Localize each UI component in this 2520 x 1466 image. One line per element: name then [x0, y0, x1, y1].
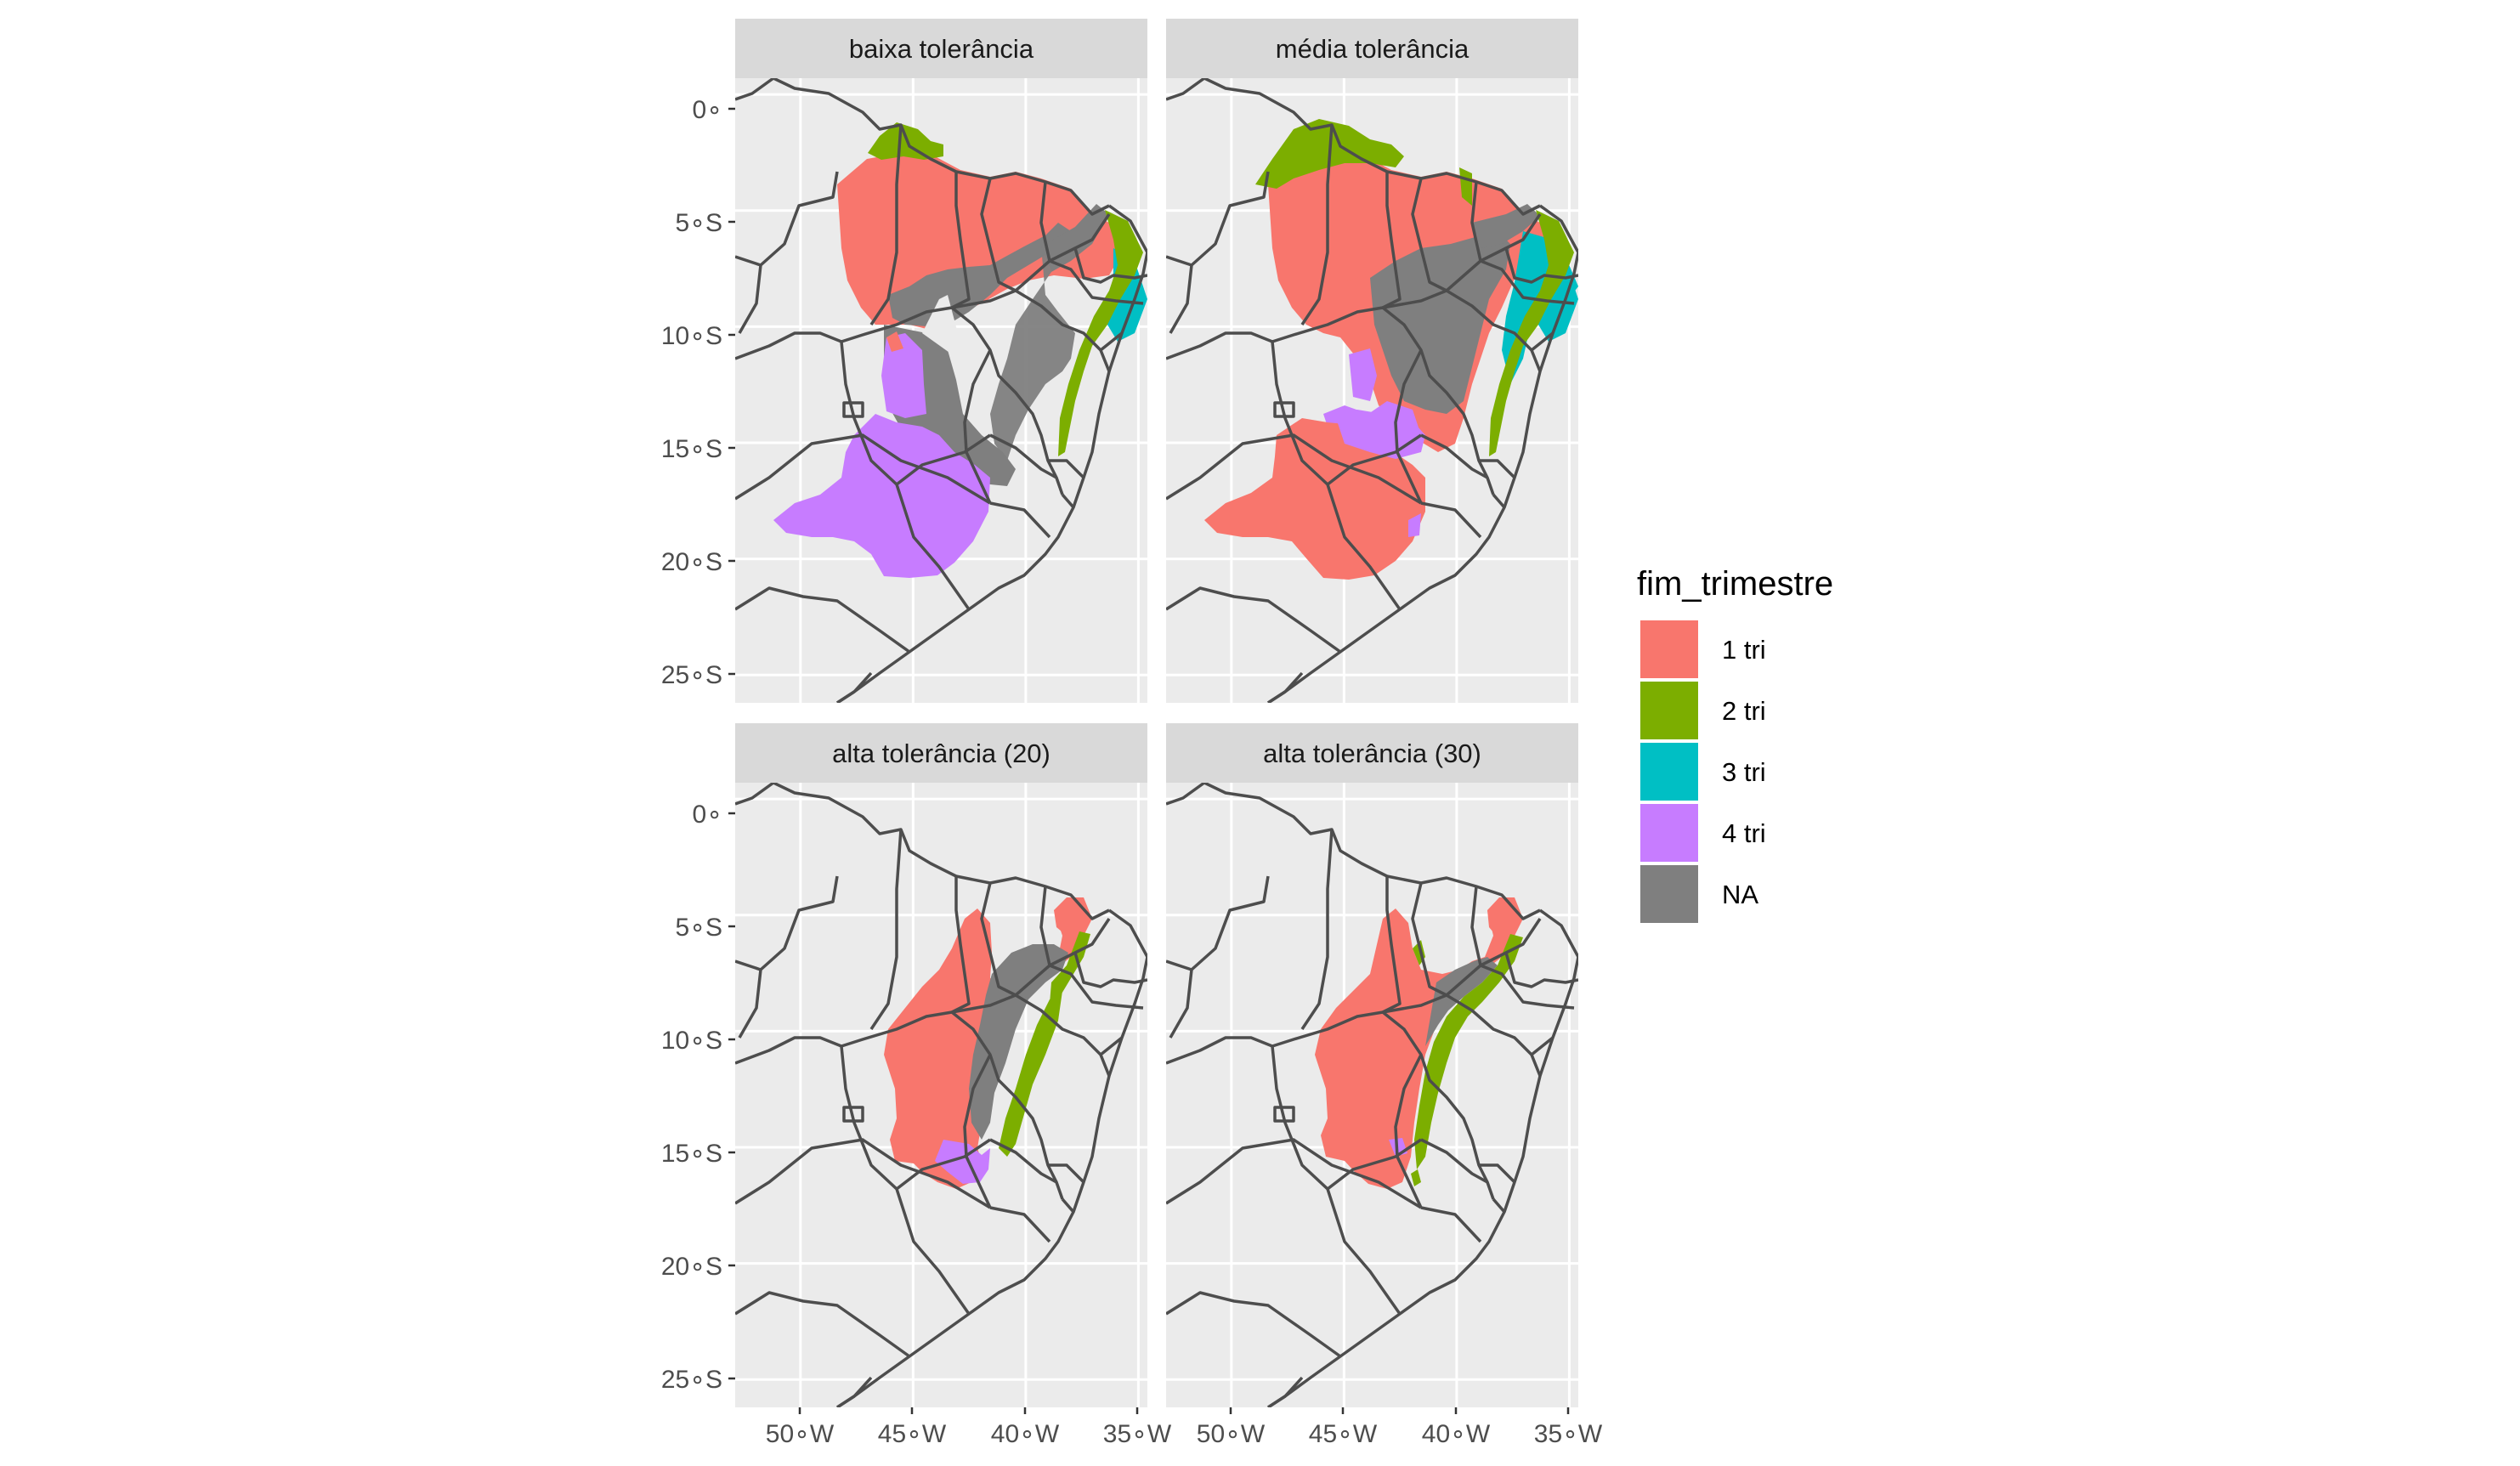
map-panel-media [1166, 78, 1578, 703]
map-panel-baixa [735, 78, 1147, 703]
y-tick-bottom-5s: 5∘S [676, 914, 722, 942]
legend-label-1-tri: 1 tri [1722, 635, 1766, 665]
x-tick-left-40w: 40∘W [991, 1420, 1060, 1448]
y-tick-top-15s: 15∘S [661, 435, 722, 463]
y-tick-top-0: 0∘ [693, 96, 722, 124]
legend-label-2-tri: 2 tri [1722, 696, 1766, 726]
y-tick-bottom-10s: 10∘S [661, 1027, 722, 1055]
legend-label-na: NA [1722, 880, 1758, 909]
map-panel-alta-30 [1166, 783, 1578, 1407]
legend-key-2-tri [1640, 682, 1698, 739]
strip-alta-20 [735, 723, 1147, 783]
panel-title-alta-20: alta tolerância (20) [832, 739, 1050, 768]
x-tick-left-45w: 45∘W [878, 1420, 947, 1448]
x-axis-right [1229, 1407, 1570, 1414]
map-panel-alta-20 [735, 783, 1147, 1407]
panel-title-alta-30: alta tolerância (30) [1263, 739, 1481, 768]
panel-title-baixa: baixa tolerância [849, 34, 1034, 64]
y-tick-bottom-15s: 15∘S [661, 1140, 722, 1168]
y-tick-bottom-25s: 25∘S [661, 1366, 722, 1394]
y-tick-top-20s: 20∘S [661, 548, 722, 576]
legend: fim_trimestre 1 tri 2 tri 3 tri 4 tri NA [1637, 565, 1833, 923]
x-tick-right-35w: 35∘W [1534, 1420, 1603, 1448]
x-axis-left [798, 1407, 1139, 1414]
y-tick-bottom-20s: 20∘S [661, 1253, 722, 1281]
y-tick-bottom-0: 0∘ [693, 801, 722, 829]
legend-label-3-tri: 3 tri [1722, 757, 1766, 787]
strip-media [1166, 19, 1578, 78]
legend-label-4-tri: 4 tri [1722, 818, 1766, 848]
y-axis-top [728, 107, 735, 676]
strip-baixa [735, 19, 1147, 78]
x-tick-left-50w: 50∘W [766, 1420, 835, 1448]
x-tick-right-40w: 40∘W [1422, 1420, 1491, 1448]
strip-alta-30 [1166, 723, 1578, 783]
legend-title: fim_trimestre [1637, 565, 1833, 603]
region-fill-layer [773, 122, 1147, 578]
y-tick-top-25s: 25∘S [661, 661, 722, 689]
y-tick-top-10s: 10∘S [661, 322, 722, 350]
legend-key-1-tri [1640, 620, 1698, 678]
x-tick-right-50w: 50∘W [1197, 1420, 1266, 1448]
x-tick-left-35w: 35∘W [1103, 1420, 1172, 1448]
y-axis-bottom [728, 812, 735, 1380]
y-tick-top-5s: 5∘S [676, 209, 722, 237]
legend-key-4-tri [1640, 804, 1698, 862]
panel-title-media: média tolerância [1276, 34, 1470, 64]
region-fill-layer [1315, 897, 1523, 1189]
x-tick-right-45w: 45∘W [1309, 1420, 1378, 1448]
legend-key-3-tri [1640, 743, 1698, 801]
legend-key-na [1640, 865, 1698, 923]
